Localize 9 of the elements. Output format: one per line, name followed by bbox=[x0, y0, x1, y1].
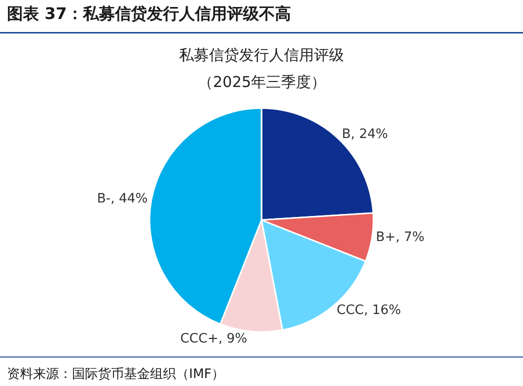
chart-title: 图表 37：私募信贷发行人信用评级不高 bbox=[7, 4, 291, 23]
slice-label: B+, 7% bbox=[376, 230, 425, 246]
slice-label: CCC, 16% bbox=[336, 303, 401, 318]
slice-label: CCC+, 9% bbox=[180, 331, 248, 346]
chart-subtitle: 私募信贷发行人信用评级 bbox=[179, 46, 344, 64]
text: 资料来源：国际货币基金组织（IMF） bbox=[7, 367, 225, 382]
text: （2025年三季度） bbox=[198, 73, 326, 91]
slice-label: B-, 44% bbox=[97, 191, 148, 206]
slice-label: B, 24% bbox=[342, 126, 388, 142]
